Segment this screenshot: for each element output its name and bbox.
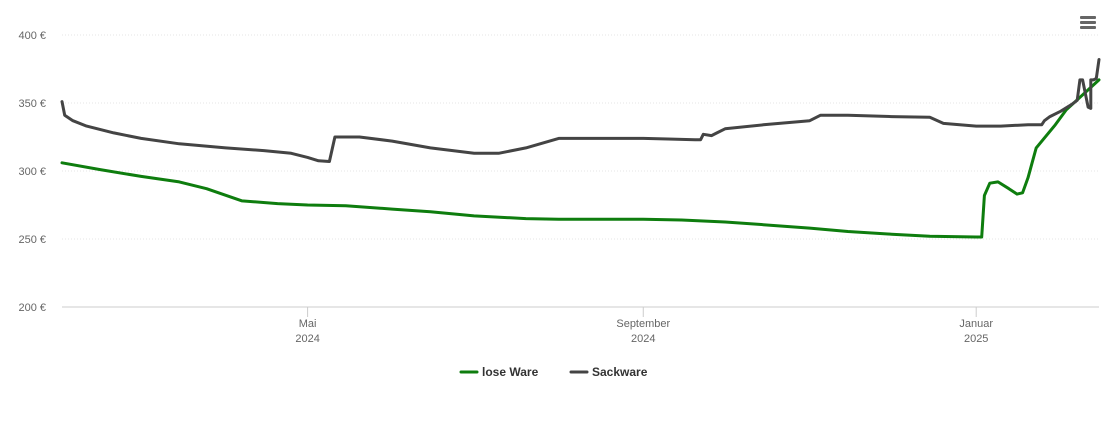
x-tick-label: 2024	[631, 333, 655, 345]
y-tick-label: 400 €	[18, 30, 46, 42]
legend-item[interactable]: Sackware	[569, 365, 648, 379]
x-tick-label: Januar	[959, 318, 993, 330]
series-lines	[60, 58, 1101, 239]
legend: lose Ware Sackware	[459, 365, 648, 379]
x-tick-label: September	[616, 318, 670, 330]
y-tick-label: 200 €	[18, 302, 46, 314]
gridlines	[62, 34, 1099, 240]
legend-item[interactable]: lose Ware	[459, 365, 539, 379]
legend-label: lose Ware	[482, 365, 539, 379]
series-line-sackware	[60, 58, 1101, 163]
x-tick-label: Mai	[299, 318, 317, 330]
y-tick-label: 250 €	[18, 234, 46, 246]
y-tick-label: 300 €	[18, 166, 46, 178]
series-line-lose-ware	[60, 78, 1101, 239]
x-axis: Mai 2024 September 2024 Januar 2025	[62, 306, 1099, 345]
y-tick-label: 350 €	[18, 98, 46, 110]
menu-bar	[1080, 26, 1096, 29]
legend-label: Sackware	[592, 365, 648, 379]
x-tick-label: 2024	[295, 333, 319, 345]
menu-bar	[1080, 16, 1096, 19]
x-tick-label: 2025	[964, 333, 988, 345]
hamburger-menu-icon[interactable]	[1074, 10, 1102, 34]
y-axis: 200 € 250 € 300 € 350 € 400 €	[18, 30, 46, 314]
menu-bar	[1080, 21, 1096, 24]
